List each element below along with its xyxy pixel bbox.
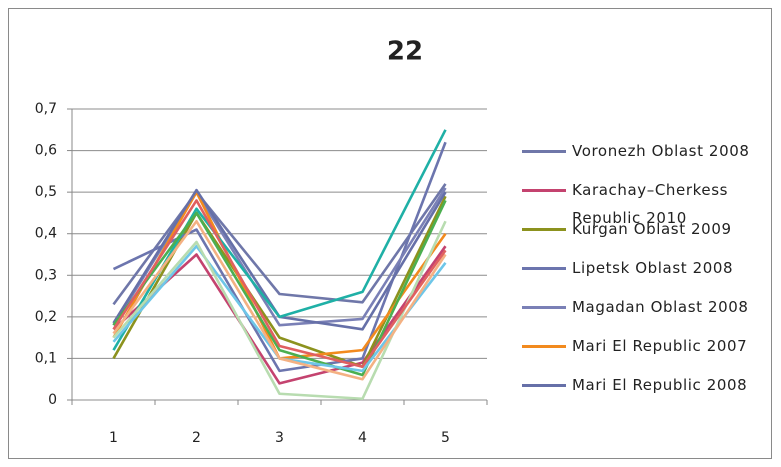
x-tick-label: 3 — [275, 430, 284, 446]
y-tick-label: 0,1 — [35, 350, 57, 366]
x-tick-label: 1 — [109, 430, 118, 446]
legend-swatch — [522, 267, 566, 270]
legend-item: Kurgan Oblast 2009 — [522, 217, 762, 243]
legend-swatch — [522, 228, 566, 231]
y-tick-label: 0,7 — [35, 101, 57, 117]
y-tick-label: 0,3 — [35, 267, 57, 283]
y-tick-label: 0,5 — [35, 184, 57, 200]
legend-item: Mari El Republic 2008 — [522, 373, 762, 399]
x-tick-label: 4 — [358, 430, 367, 446]
series-line — [112, 219, 447, 381]
y-tick-label: 0,2 — [35, 309, 57, 325]
legend-swatch — [522, 384, 566, 387]
legend-item: Voronezh Oblast 2008 — [522, 139, 762, 165]
series-line — [112, 199, 447, 377]
legend-label: Kurgan Oblast 2009 — [572, 220, 732, 238]
legend-swatch — [522, 345, 566, 348]
legend-label: Voronezh Oblast 2008 — [572, 142, 750, 160]
chart-title: 22 — [387, 37, 423, 67]
legend-item: Mari El Republic 2007 — [522, 334, 762, 360]
series-line — [112, 129, 447, 351]
legend-label: Magadan Oblast 2008 — [572, 298, 749, 316]
legend-label: Karachay–Cherkess Republic 2010 — [572, 181, 729, 227]
series-line — [112, 183, 447, 306]
y-tick-label: 0,6 — [35, 143, 57, 159]
legend-label: Lipetsk Oblast 2008 — [572, 259, 734, 277]
legend-swatch — [522, 150, 566, 153]
x-tick-label: 5 — [441, 430, 450, 446]
legend-item: Karachay–Cherkess Republic 2010 — [522, 178, 762, 232]
legend-swatch — [522, 306, 566, 309]
x-tick-label: 2 — [192, 430, 201, 446]
series-line — [112, 199, 447, 369]
legend-label: Mari El Republic 2008 — [572, 376, 748, 394]
legend-swatch — [522, 189, 566, 192]
legend-label: Mari El Republic 2007 — [572, 337, 748, 355]
y-tick-label: 0 — [48, 392, 57, 408]
legend-item: Lipetsk Oblast 2008 — [522, 256, 762, 282]
y-tick-label: 0,4 — [35, 226, 57, 242]
legend-item: Magadan Oblast 2008 — [522, 295, 762, 321]
